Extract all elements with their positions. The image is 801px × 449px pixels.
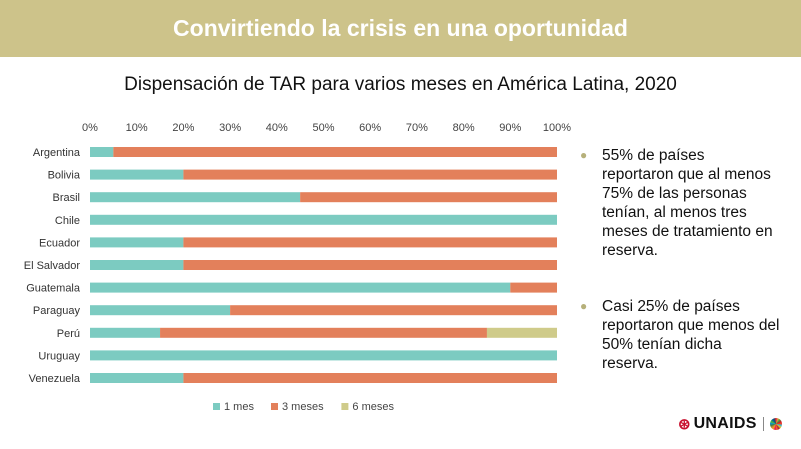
bar-segment: [90, 282, 511, 293]
bar-segment: [510, 282, 557, 293]
legend-label: 6 meses: [352, 401, 394, 413]
legend-swatch: [271, 403, 278, 410]
bar-segment: [486, 327, 557, 338]
bullet-text: 55% de países reportaron que al menos 75…: [602, 147, 773, 259]
bullet-item: ● Casi 25% de países reportaron que meno…: [580, 297, 780, 373]
slide-title: Convirtiendo la crisis en una oportunida…: [173, 15, 628, 41]
sdg-wheel-icon: [769, 418, 782, 430]
legend-swatch: [341, 403, 349, 410]
y-category-label: Brasil: [52, 192, 80, 204]
x-tick-label: 70%: [406, 122, 428, 134]
bar-segment: [90, 305, 231, 316]
bar-segment: [160, 327, 487, 338]
bar-segment: [90, 192, 301, 203]
legend-swatch: [213, 403, 220, 410]
bullet-list: ● 55% de países reportaron que al menos …: [580, 146, 780, 410]
x-tick-label: 30%: [219, 122, 241, 134]
y-category-label: El Salvador: [24, 260, 81, 272]
legend-label: 1 mes: [224, 401, 254, 413]
bar-segment: [90, 327, 161, 338]
y-category-label: Guatemala: [26, 283, 81, 295]
logo-divider: [762, 417, 764, 431]
bar-segment: [90, 260, 184, 270]
x-tick-label: 100%: [543, 122, 571, 134]
bar-segment: [90, 214, 557, 225]
bullet-dot-icon: ●: [580, 299, 588, 313]
bar-segment: [183, 169, 557, 180]
bar-segment: [113, 147, 557, 157]
bar-segment: [90, 169, 184, 180]
x-tick-label: 60%: [359, 122, 381, 134]
bullet-text: Casi 25% de países reportaron que menos …: [602, 298, 780, 372]
legend-label: 3 meses: [282, 401, 324, 413]
logo-text: UNAIDS: [693, 415, 757, 432]
x-tick-label: 0%: [82, 122, 98, 134]
bar-segment: [90, 237, 184, 248]
red-ribbon-icon: ⊛: [678, 416, 691, 433]
x-tick-label: 80%: [453, 122, 475, 134]
y-category-label: Paraguay: [33, 305, 81, 317]
y-category-label: Ecuador: [39, 237, 80, 249]
y-category-label: Perú: [57, 328, 80, 340]
bar-segment: [183, 260, 557, 270]
bar-segment: [90, 350, 557, 361]
x-tick-label: 40%: [266, 122, 288, 134]
bullet-dot-icon: ●: [580, 148, 588, 162]
y-category-label: Bolivia: [48, 170, 81, 182]
y-category-label: Venezuela: [29, 373, 81, 385]
unaids-logo: ⊛ UNAIDS: [678, 415, 782, 433]
bar-segment: [183, 373, 557, 383]
x-tick-label: 90%: [499, 122, 521, 134]
y-category-label: Chile: [55, 215, 80, 227]
chart-title: Dispensación de TAR para varios meses en…: [124, 74, 677, 95]
bar-segment: [90, 373, 184, 383]
bar-segment: [230, 305, 557, 316]
x-tick-label: 10%: [126, 122, 148, 134]
x-tick-label: 20%: [172, 122, 194, 134]
y-category-label: Uruguay: [38, 350, 80, 362]
title-banner: Convirtiendo la crisis en una oportunida…: [0, 0, 801, 57]
bar-segment: [300, 192, 557, 203]
x-tick-label: 50%: [312, 122, 334, 134]
bar-segment: [183, 237, 557, 248]
y-category-label: Argentina: [33, 147, 81, 159]
bar-segment: [90, 147, 114, 157]
bullet-item: ● 55% de países reportaron que al menos …: [580, 146, 780, 260]
